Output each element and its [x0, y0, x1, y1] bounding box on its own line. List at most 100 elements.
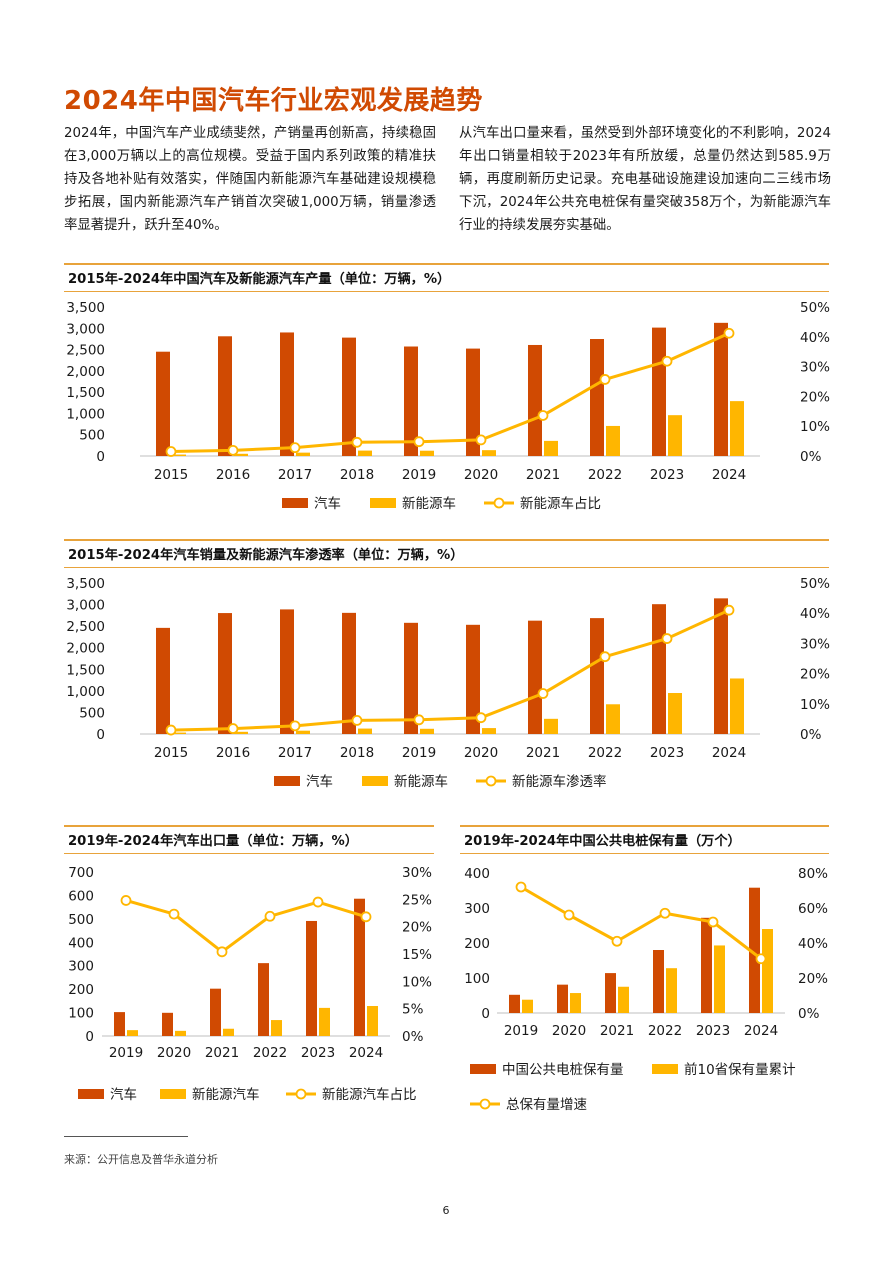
x-axis-tick-label: 2021	[526, 467, 560, 483]
right-axis-tick-label: 0%	[402, 1029, 424, 1045]
legend-label: 新能源车渗透率	[512, 773, 607, 790]
bar-secondary	[223, 1028, 234, 1036]
line-point	[599, 374, 611, 385]
x-axis-tick-label: 2015	[154, 745, 188, 761]
x-axis-tick-label: 2024	[744, 1023, 778, 1039]
bar-primary	[210, 988, 221, 1036]
legend-label: 新能源车占比	[520, 495, 601, 512]
legend-label: 汽车	[110, 1086, 137, 1103]
right-axis-tick-label: 40%	[800, 606, 830, 622]
bar-primary	[306, 920, 317, 1036]
right-axis-tick-label: 80%	[798, 866, 828, 882]
x-axis-tick-label: 2015	[154, 467, 188, 483]
left-axis-tick-label: 0	[96, 449, 105, 465]
bar-secondary	[606, 425, 620, 456]
bar-secondary	[319, 1007, 330, 1036]
x-axis-tick-label: 2017	[278, 467, 312, 483]
x-axis-tick-label: 2023	[650, 467, 684, 483]
left-axis-tick-label: 600	[68, 888, 94, 904]
chart-title-rule	[64, 291, 829, 292]
line-point	[289, 720, 301, 732]
bar-primary	[162, 1012, 173, 1036]
legend-swatch	[470, 1064, 496, 1074]
bar-secondary	[762, 929, 773, 1013]
left-axis-tick-label: 1,000	[66, 684, 105, 700]
charging-chart-title: 2019年-2024年中国公共电桩保有量（万个）	[464, 834, 741, 849]
chart-top-rule	[64, 263, 829, 265]
x-axis-tick-label: 2018	[340, 745, 374, 761]
left-axis-tick-label: 1,500	[66, 385, 105, 401]
x-axis-tick-label: 2021	[600, 1023, 634, 1039]
sales-chart: 2015年-2024年汽车销量及新能源汽车渗透率（单位：万辆，%） 0 500 1,…	[64, 539, 830, 804]
right-axis-tick-label: 50%	[800, 576, 830, 592]
bar-secondary	[606, 704, 620, 734]
x-axis-tick-label: 2020	[552, 1023, 586, 1039]
charging-chart: 2019年-2024年中国公共电桩保有量（万个） 0 100 200 300 400 0%…	[460, 825, 829, 1125]
bar-secondary	[482, 450, 496, 456]
chart-title-rule	[64, 567, 829, 568]
page-number: 6	[442, 1204, 450, 1217]
bar-secondary	[420, 728, 434, 734]
bar-primary	[528, 620, 542, 734]
line-point	[264, 910, 276, 922]
right-axis-tick-label: 15%	[402, 947, 432, 963]
line-point	[563, 909, 575, 921]
bar-secondary	[358, 450, 372, 456]
bar-secondary	[234, 453, 248, 456]
line-point	[599, 651, 611, 663]
left-axis-tick-label: 1,500	[66, 662, 105, 678]
right-axis-tick-label: 25%	[402, 892, 432, 908]
sales-chart-plot: 0 500 1,000 1,500 2,000 2,500 3,000 3,500 0% 10% 2…	[66, 576, 830, 790]
line-point	[216, 946, 228, 958]
charging-chart-plot: 0 100 200 300 400 0% 20% 40% 60% 80% 2019 2020 2021 2…	[464, 866, 828, 1113]
legend-label: 汽车	[306, 773, 333, 790]
x-axis-tick-label: 2021	[205, 1045, 239, 1061]
legend-swatch	[274, 776, 300, 786]
bar-secondary	[570, 993, 581, 1013]
footnote-source: 来源：公开信息及普华永道分析	[64, 1153, 218, 1166]
right-axis-tick-label: 5%	[402, 1002, 424, 1018]
x-axis-tick-label: 2020	[464, 745, 498, 761]
bar-primary	[652, 604, 666, 734]
bar-secondary	[234, 731, 248, 734]
line-point	[227, 444, 239, 456]
right-axis-tick-label: 60%	[798, 901, 828, 917]
bar-secondary	[544, 440, 558, 456]
bar-secondary	[666, 968, 677, 1013]
legend-label: 新能源车	[402, 495, 456, 512]
bar-secondary	[730, 401, 744, 456]
bar-secondary	[420, 450, 434, 456]
bar-secondary	[172, 454, 186, 456]
right-axis-tick-label: 20%	[402, 920, 432, 936]
x-axis-tick-label: 2019	[109, 1045, 143, 1061]
line-point	[120, 895, 132, 906]
right-axis-tick-label: 50%	[800, 300, 830, 316]
bar-primary	[342, 337, 356, 456]
bar-primary	[404, 622, 418, 734]
x-axis-tick-label: 2024	[349, 1045, 383, 1061]
line-series	[520, 885, 762, 960]
bar-secondary	[544, 718, 558, 734]
bar-primary	[652, 327, 666, 456]
right-axis-tick-label: 30%	[800, 636, 830, 652]
x-axis-tick-label: 2016	[216, 467, 250, 483]
left-axis-tick-label: 100	[68, 1006, 94, 1022]
legend-line-marker	[479, 1098, 491, 1110]
left-axis-tick-label: 500	[79, 428, 105, 444]
right-axis-tick-label: 20%	[800, 667, 830, 683]
x-axis-tick-label: 2024	[712, 745, 746, 761]
x-axis-tick-label: 2017	[278, 745, 312, 761]
left-axis-tick-label: 300	[68, 959, 94, 975]
bar-primary	[466, 624, 480, 734]
legend-line-marker	[493, 497, 505, 509]
left-axis-tick-label: 200	[68, 982, 94, 998]
line-point	[289, 442, 301, 454]
line-point	[168, 908, 180, 920]
export-chart-title: 2019年-2024年汽车出口量（单位：万辆，%）	[68, 834, 358, 849]
page-title: 2024年中国汽车行业宏观发展趋势	[64, 86, 483, 116]
line-point	[723, 604, 735, 616]
bar-primary	[280, 609, 294, 734]
left-axis-tick-label: 2,500	[66, 619, 105, 635]
x-axis-tick-label: 2022	[588, 467, 622, 483]
x-axis-tick-label: 2016	[216, 745, 250, 761]
